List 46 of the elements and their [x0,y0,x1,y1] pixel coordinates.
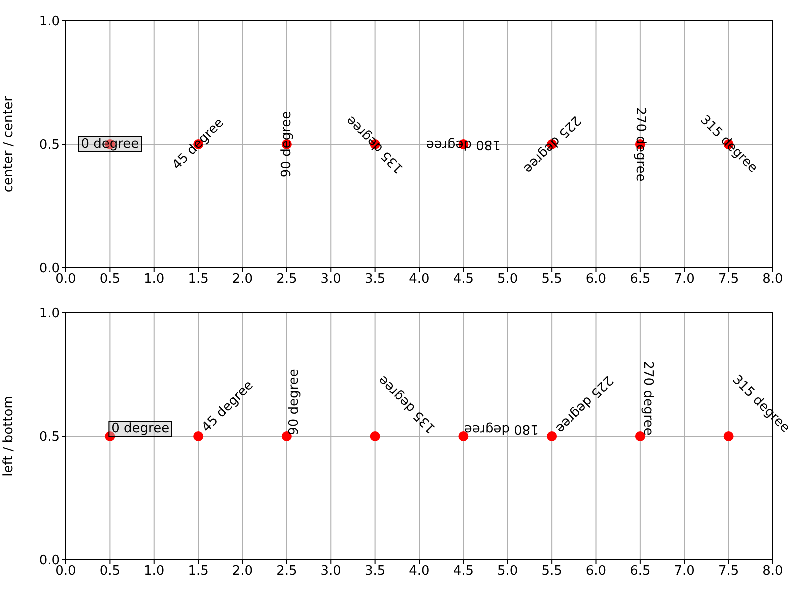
x-tick-label: 4.5 [453,564,474,580]
x-tick-label: 6.0 [586,564,607,580]
annotation: 180 degree [426,137,501,152]
annotation: 270 degree [640,361,656,436]
x-tick-label: 7.0 [674,564,695,580]
y-tick-label: 0.5 [39,138,60,154]
y-tick-label: 1.0 [39,14,60,30]
x-tick-label: 8.0 [762,272,784,288]
x-tick-label: 6.0 [586,272,607,288]
x-tick-label: 4.0 [409,564,430,580]
x-tick-label: 1.0 [144,564,165,580]
x-tick-label: 6.5 [630,564,651,580]
annotation: 180 degree [464,422,539,436]
annotation: 90 degree [279,111,294,178]
x-tick-label: 5.5 [542,564,562,580]
x-tick-label: 5.5 [542,272,562,288]
y-axis-title: left / bottom [2,396,17,477]
x-tick-label: 4.5 [453,272,474,288]
x-tick-label: 7.5 [718,564,740,580]
annotation: 270 degree [632,107,648,182]
y-tick-label: 0.5 [39,430,60,446]
x-tick-label: 3.0 [320,564,342,580]
x-tick-label: 2.5 [276,564,298,580]
x-tick-label: 5.0 [498,272,518,288]
x-tick-label: 8.0 [762,564,784,580]
x-tick-label: 6.5 [630,272,651,288]
y-axis-title: center / center [2,96,17,193]
x-tick-label: 7.0 [674,272,695,288]
x-tick-label: 2.0 [232,272,254,288]
y-tick-label: 1.0 [39,306,60,322]
x-tick-label: 7.5 [718,272,740,288]
x-tick-label: 4.0 [409,272,430,288]
x-tick-label: 2.0 [232,564,254,580]
annotation: 90 degree [286,369,302,436]
x-tick-label: 1.5 [188,272,209,288]
x-tick-label: 0.0 [56,564,76,580]
x-tick-label: 0.5 [100,564,121,580]
x-tick-label: 3.0 [320,272,342,288]
x-tick-label: 2.5 [276,272,298,288]
x-tick-label: 5.0 [498,564,518,580]
x-tick-label: 0.0 [56,272,76,288]
x-tick-label: 3.5 [364,272,386,288]
x-tick-label: 1.0 [144,272,165,288]
x-tick-label: 0.5 [100,272,121,288]
x-tick-label: 1.5 [188,564,209,580]
x-tick-label: 3.5 [364,564,386,580]
